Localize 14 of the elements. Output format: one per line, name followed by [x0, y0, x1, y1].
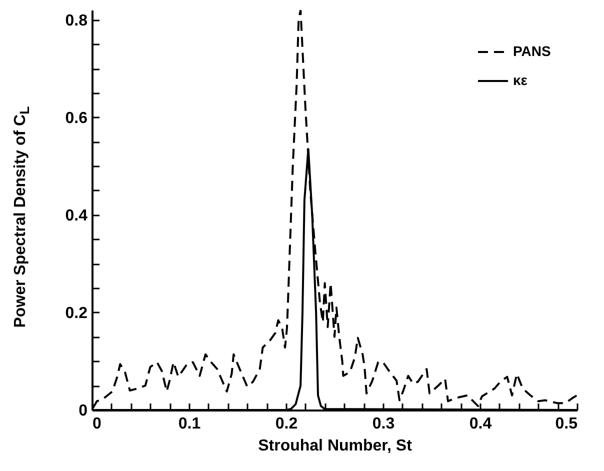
x-tick-label: 0.4	[469, 416, 492, 432]
x-axis-title: Strouhal Number, St	[258, 438, 413, 454]
y-tick-label: 0.4	[65, 207, 88, 224]
y-tick-label: 0.8	[65, 12, 88, 30]
x-tick-label: 0.3	[372, 416, 395, 432]
y-tick-label: 0	[78, 402, 88, 420]
x-tick-label: 0.5	[555, 416, 578, 432]
legend-label: κε	[513, 72, 528, 88]
x-tick-label: 0.2	[275, 416, 298, 432]
legend-label: PANS	[513, 43, 551, 59]
x-tick-label: 0	[92, 416, 102, 432]
y-tick-label: 0.6	[65, 110, 88, 127]
x-tick-label: 0.1	[178, 416, 201, 432]
y-tick-label: 0.2	[65, 304, 88, 322]
